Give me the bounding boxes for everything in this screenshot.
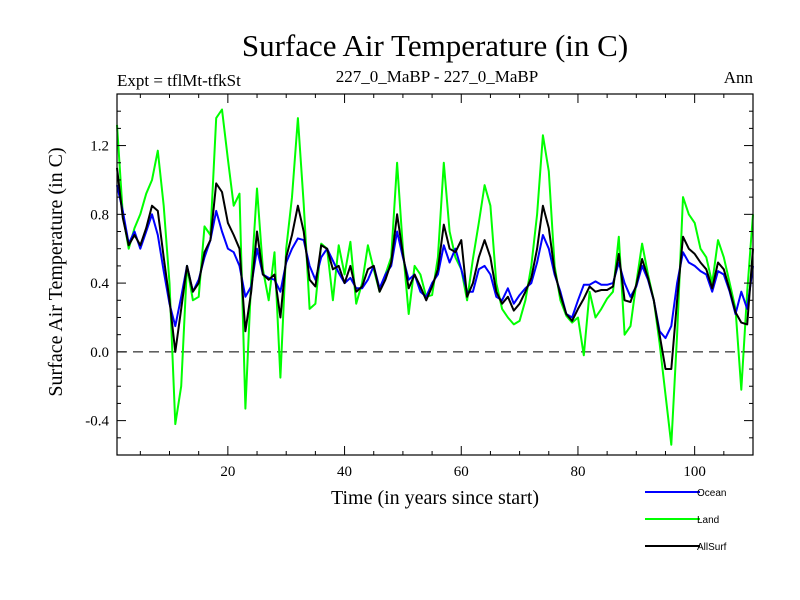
legend-label-land: Land <box>697 515 719 526</box>
plot-frame <box>116 93 754 456</box>
plot-area: 20 40 60 80 100 -0.4 0.0 0.4 0.8 1.2 <box>85 93 754 480</box>
x-tick-label: 20 <box>220 464 235 480</box>
y-tick-label: -0.4 <box>85 414 109 430</box>
subtitle-left: Expt = tflMt-tfkSt <box>117 71 241 90</box>
subtitle-right: Ann <box>724 68 754 87</box>
y-tick-label: 0.4 <box>90 276 109 292</box>
legend: Ocean Land AllSurf <box>645 488 727 553</box>
legend-label-allsurf: AllSurf <box>697 542 727 553</box>
x-axis-label: Time (in years since start) <box>331 487 539 509</box>
series-line-allsurf <box>116 167 754 370</box>
legend-label-ocean: Ocean <box>697 488 726 499</box>
y-tick-label: 0.8 <box>90 207 109 223</box>
y-tick-label: 0.0 <box>90 345 109 361</box>
x-tick-label: 40 <box>337 464 352 480</box>
x-tick-label: 80 <box>570 464 585 480</box>
y-axis-label: Surface Air Temperature (in C) <box>45 147 67 396</box>
y-tick-label: 1.2 <box>90 139 109 155</box>
x-tick-label: 60 <box>454 464 469 480</box>
x-tick-label: 100 <box>683 464 706 480</box>
subtitle-center: 227_0_MaBP - 227_0_MaBP <box>336 67 538 86</box>
chart-title: Surface Air Temperature (in C) <box>242 28 628 63</box>
